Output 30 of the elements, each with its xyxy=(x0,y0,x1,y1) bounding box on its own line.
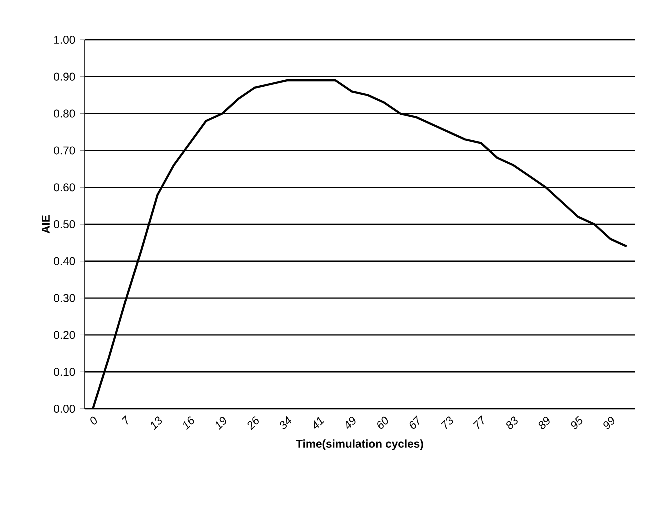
x-tick-label: 49 xyxy=(346,417,356,430)
x-axis-title: Time(simulation cycles) xyxy=(296,440,424,450)
x-tick-label: 19 xyxy=(216,417,226,430)
x-tick-label: 99 xyxy=(604,417,615,430)
x-tick-label: 0 xyxy=(90,416,98,425)
y-axis-title: AIE xyxy=(42,216,50,234)
y-tick-label: 0.90 xyxy=(54,72,76,81)
x-tick-label: 13 xyxy=(151,416,162,430)
x-tick-label: 95 xyxy=(571,416,583,430)
y-tick-label: 0.80 xyxy=(54,110,76,118)
x-tick-label: 89 xyxy=(538,417,550,430)
y-tick-label: 0.00 xyxy=(54,405,76,413)
y-tick-label: 0.70 xyxy=(54,146,76,155)
y-tick-label: 0.20 xyxy=(54,331,76,340)
y-tick-label: 1.00 xyxy=(54,36,76,44)
x-tick-label: 60 xyxy=(378,416,388,430)
x-tick-label: 16 xyxy=(184,416,194,430)
x-tick-label: 73 xyxy=(441,416,454,430)
y-tick-label: 0.60 xyxy=(54,184,76,192)
y-tick-label: 0.40 xyxy=(54,257,76,266)
x-tick-label: 83 xyxy=(506,416,518,430)
x-tick-label: 26 xyxy=(248,416,259,430)
y-tick-label: 0.30 xyxy=(54,294,76,302)
x-tick-label: 34 xyxy=(280,416,292,430)
x-tick-label: 77 xyxy=(473,416,484,430)
x-tick-label: 41 xyxy=(314,416,324,430)
y-tick-label: 0.10 xyxy=(54,368,76,376)
x-tick-label: 67 xyxy=(410,416,420,430)
x-tick-label: 7 xyxy=(122,416,128,425)
y-tick-label: 0.50 xyxy=(54,220,76,228)
